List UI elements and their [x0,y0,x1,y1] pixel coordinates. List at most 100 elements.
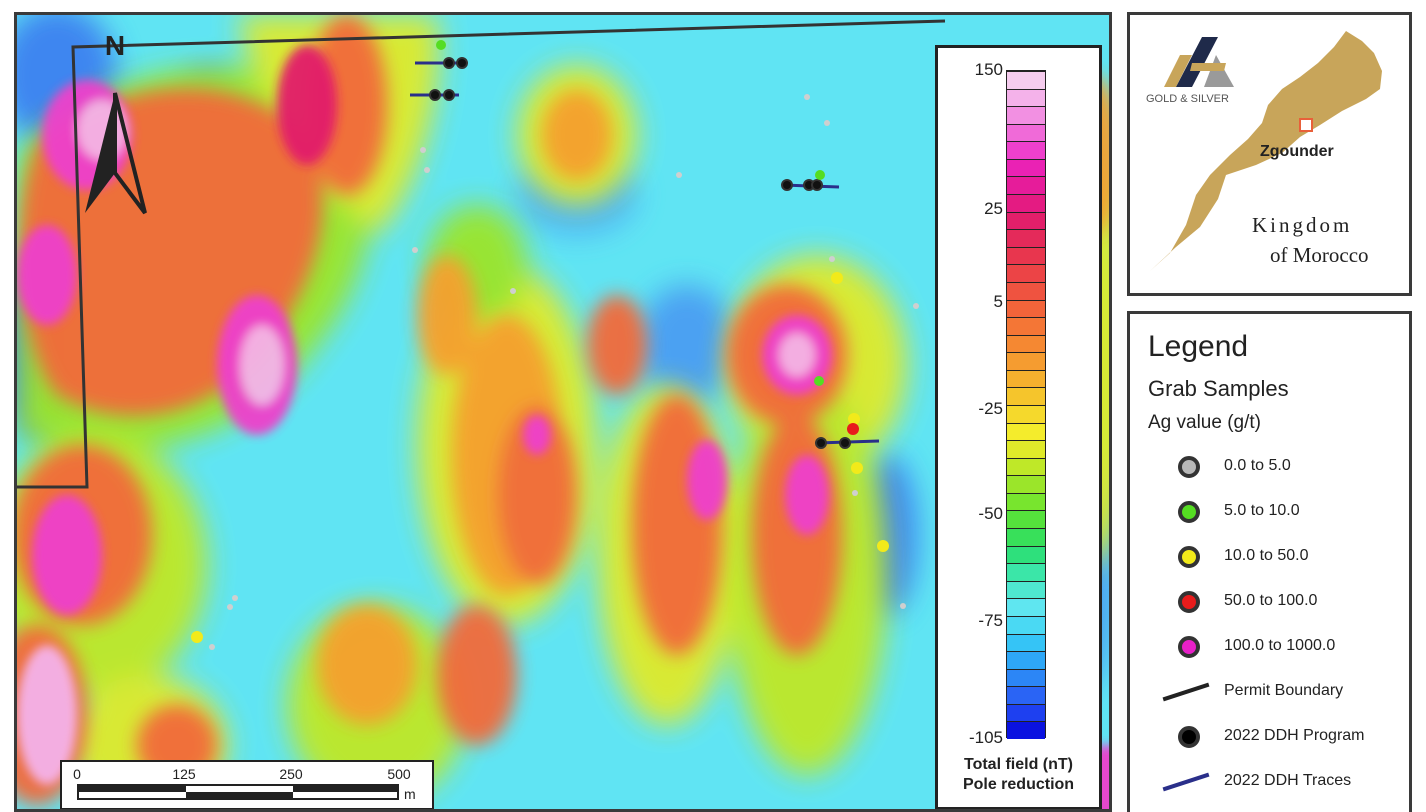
colorbar-block [1007,264,1045,282]
colorbar-tick-label: -75 [978,611,1003,631]
colorbar-block [1007,106,1045,124]
colorbar-block [1007,457,1045,476]
legend-dot-icon [1178,591,1200,613]
colorbar-tick-label: 25 [984,198,1003,218]
legend-item-label: Permit Boundary [1224,682,1344,699]
permit-boundary [17,19,946,489]
colorbar-block [1007,229,1045,247]
legend-item: 0.0 to 5.0 [1148,452,1408,482]
colorbar-title-line1: Total field (nT) [963,756,1073,773]
colorbar-block [1007,528,1045,546]
scale-label-500: 500 [387,766,411,782]
scale-label-125: 125 [172,766,196,782]
colorbar-block [1007,88,1045,107]
colorbar-block [1007,703,1045,722]
legend-dot-icon [1178,501,1200,523]
colorbar-block [1007,668,1045,687]
colorbar-block [1007,246,1045,265]
legend-item: 2022 DDH Program [1148,722,1408,752]
colorbar-block [1007,317,1045,335]
company-logo-icon [1164,37,1234,87]
colorbar-block [1007,475,1045,493]
legend-item-label: 10.0 to 50.0 [1224,547,1309,564]
scale-label-0: 0 [73,766,81,782]
legend-item: 2022 DDH Traces [1148,767,1408,797]
colorbar-block [1007,651,1045,669]
magnetic-map[interactable]: N [14,12,1112,812]
colorbar-block [1007,194,1045,212]
colorbar-block [1007,422,1045,441]
colorbar-block [1007,580,1045,599]
colorbar-block [1007,510,1045,529]
colorbar-block [1007,71,1045,89]
colorbar-block [1007,369,1045,388]
legend-item: Permit Boundary [1148,677,1408,707]
legend-title: Legend [1148,330,1249,363]
logo-text: GOLD & SILVER [1146,93,1229,105]
colorbar-block [1007,176,1045,195]
legend-panel: Legend Grab Samples Ag value (g/t) 0.0 t… [1127,311,1412,812]
colorbar-block [1007,123,1045,142]
ddh-collars [429,57,851,449]
north-arrow-label: N [105,30,125,61]
scale-bar-segments [77,784,399,800]
colorbar-block [1007,158,1045,177]
colorbar-tick-label: -50 [978,504,1003,524]
legend-line-icon [1162,772,1210,792]
country-label-line1: Kingdom [1252,213,1353,237]
colorbar-block [1007,141,1045,159]
legend-item-label: 100.0 to 1000.0 [1224,637,1336,654]
magnetic-anomaly-raster: N [17,15,1109,809]
morocco-outline [1150,31,1382,271]
colorbar-block [1007,405,1045,423]
legend-item-label: 0.0 to 5.0 [1224,457,1291,474]
morocco-map [1150,31,1382,271]
legend-item: 5.0 to 10.0 [1148,497,1408,527]
colorbar-block [1007,598,1045,616]
legend-item-label: 2022 DDH Program [1224,727,1365,744]
colorbar-block [1007,440,1045,458]
legend-item: 10.0 to 50.0 [1148,542,1408,572]
scale-bar: 0 125 250 500 m [60,760,434,809]
grab-samples [191,40,1008,692]
colorbar-tick-label: 150 [974,60,1003,79]
colorbar-block [1007,387,1045,405]
colorbar-tick-label: 5 [993,292,1003,312]
colorbar-title-line2: Pole reduction [962,776,1075,793]
legend-dot-icon [1178,456,1200,478]
colorbar-tick-label: -105 [968,728,1003,747]
legend-item-label: 2022 DDH Traces [1224,772,1352,789]
north-arrow-icon [85,92,147,215]
legend-unit-label: Ag value (g/t) [1148,412,1261,433]
country-label-line2: of Morocco [1270,243,1369,267]
legend-group-title: Grab Samples [1148,376,1289,401]
colorbar-panel: 150 25 5 -25 -50 -75 -105 Total field (nT) Pol… [935,45,1102,809]
colorbar-block [1007,721,1045,739]
scale-label-250: 250 [279,766,303,782]
colorbar-block [1007,281,1045,300]
colorbar-block [1007,633,1045,652]
legend-item: 100.0 to 1000.0 [1148,632,1408,662]
place-label: Zgounder [1260,143,1334,160]
colorbar-block [1007,545,1045,564]
colorbar-block [1007,211,1045,230]
colorbar-block [1007,492,1045,511]
legend-dot-icon [1178,546,1200,568]
colorbar-block [1007,299,1045,318]
location-inset: GOLD & SILVER Zgounder Kingdom of Morocc… [1127,12,1412,296]
legend-dot-icon [1178,726,1200,748]
colorbar-block [1007,352,1045,370]
scale-unit: m [404,786,416,802]
legend-item-label: 50.0 to 100.0 [1224,592,1318,609]
colorbar-block [1007,615,1045,634]
legend-dot-icon [1178,636,1200,658]
colorbar [1006,70,1046,739]
colorbar-block [1007,686,1045,704]
legend-line-icon [1162,682,1210,702]
legend-item-label: 5.0 to 10.0 [1224,502,1300,519]
colorbar-block [1007,563,1045,581]
legend-item: 50.0 to 100.0 [1148,587,1408,617]
colorbar-block [1007,334,1045,353]
colorbar-tick-label: -25 [978,399,1003,419]
